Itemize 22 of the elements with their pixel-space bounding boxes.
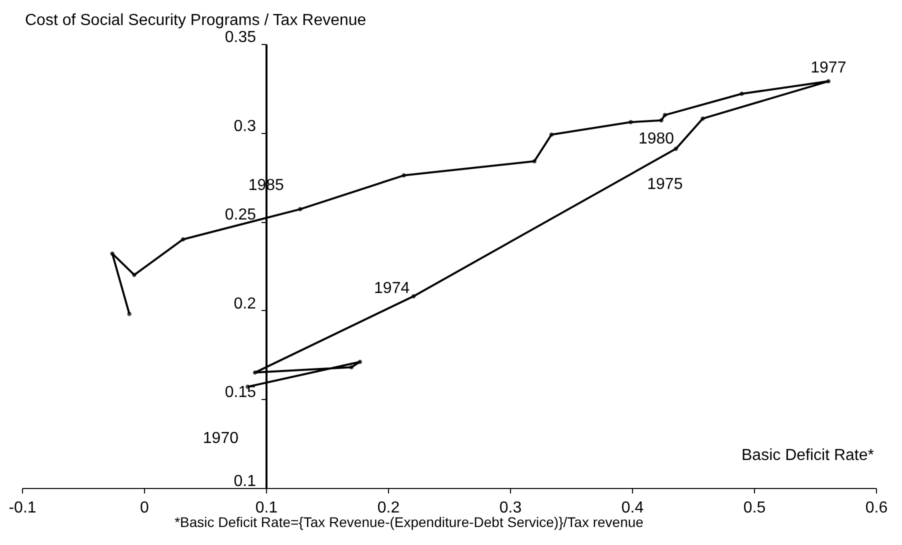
y-tick-label: 0.35: [224, 29, 256, 46]
y-tick-label: 0.3: [234, 118, 256, 135]
x-tick-label: 0.4: [621, 500, 644, 516]
y-tick-label: 0.2: [234, 295, 256, 312]
x-tick-label: 0.2: [377, 500, 400, 516]
x-tick-label: 0.1: [255, 500, 278, 516]
x-tick-label: -0.1: [8, 500, 36, 516]
y-tick-label: 0.25: [224, 206, 256, 224]
annotation: 1974: [374, 280, 410, 298]
y-tick-label: 0.1: [234, 473, 256, 490]
text: *Basic Deficit Rate={Tax Revenue-(Expenditure-Debt Service)}/Tax revenue: [174, 514, 644, 530]
x-tick-label: 0.3: [499, 500, 522, 516]
x-tick-label: 0: [140, 500, 150, 516]
x-axis-title: Basic Deficit Rate*: [742, 447, 874, 464]
annotation: 1980: [638, 130, 674, 148]
x-tick-label: 0.6: [865, 500, 888, 516]
annotation: 1975: [647, 176, 683, 193]
y-axis-title: Cost of Social Security Programs / Tax Revenue: [25, 12, 366, 29]
annotation: 1970: [202, 430, 239, 447]
x-tick-label: 0.5: [743, 500, 766, 516]
y-tick-label: 0.15: [224, 384, 256, 402]
annotation: 1977: [810, 59, 846, 76]
